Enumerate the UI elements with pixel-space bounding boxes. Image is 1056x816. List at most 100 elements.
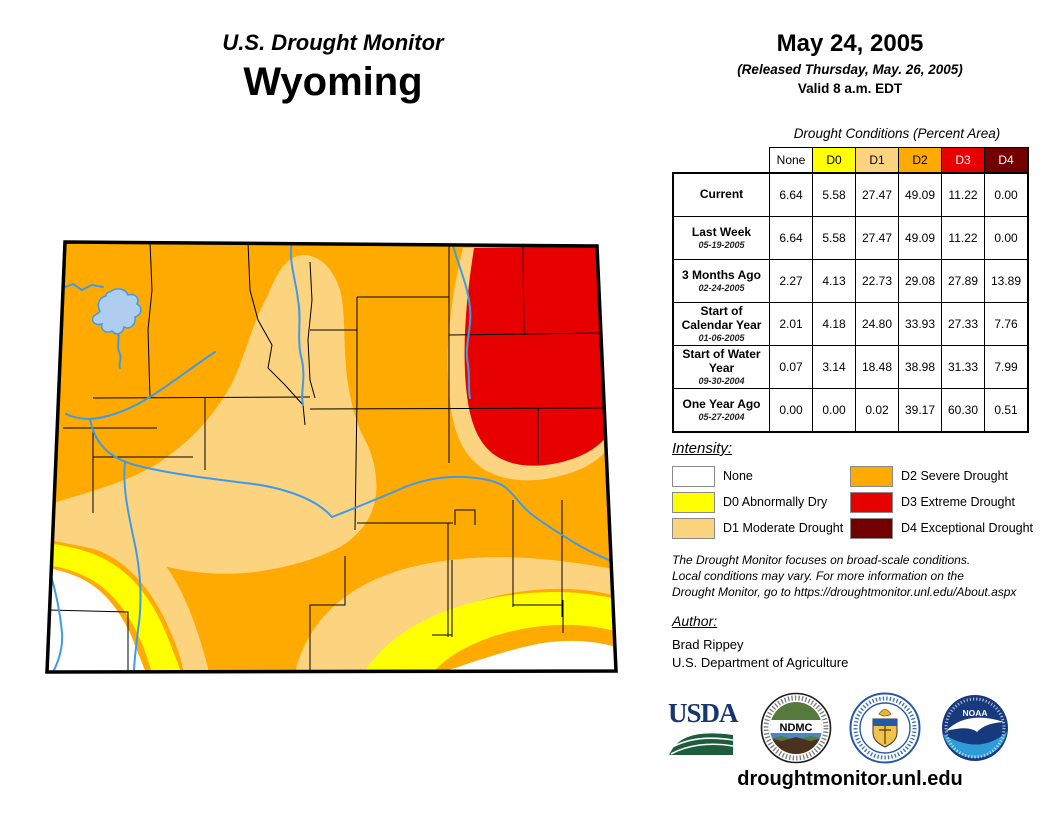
legend-item: D1 Moderate Drought bbox=[672, 517, 844, 539]
state-title: Wyoming bbox=[243, 60, 423, 104]
table-header-row: None D0 D1 D2 D3 D4 bbox=[673, 147, 1029, 174]
commerce-seal bbox=[849, 692, 921, 764]
cell-d2: 39.17 bbox=[898, 388, 942, 433]
table-row: Current 6.64 5.58 27.47 49.09 11.22 0.00 bbox=[672, 172, 1029, 217]
table-row: Start of Calendar Year 01-06-2005 2.01 4.18… bbox=[672, 302, 1029, 346]
map-region-d0-band-southwest bbox=[47, 543, 181, 672]
cell-d4: 13.89 bbox=[984, 259, 1029, 303]
released-date: (Released Thursday, May. 26, 2005) bbox=[737, 62, 963, 77]
row-label: One Year Ago 05-27-2004 bbox=[672, 388, 770, 433]
noaa-logo-text: NOAA bbox=[962, 708, 987, 718]
map-region-d1-band-southeast bbox=[295, 557, 616, 672]
usda-logo: USDA bbox=[668, 698, 739, 760]
usda-field-icon bbox=[668, 733, 734, 755]
disclaimer-line: The Drought Monitor focuses on broad-sca… bbox=[672, 553, 971, 567]
legend-label: D2 Severe Drought bbox=[901, 469, 1009, 483]
legend-item: None bbox=[672, 465, 843, 487]
cell-d4: 0.00 bbox=[984, 172, 1029, 217]
cell-none: 2.01 bbox=[769, 302, 813, 346]
column-header-d1: D1 bbox=[855, 147, 899, 174]
yellowstone-lake bbox=[91, 288, 142, 335]
table-row: 3 Months Ago 02-24-2005 2.27 4.13 22.73 29.08… bbox=[672, 259, 1029, 303]
table-row: Last Week 05-19-2005 6.64 5.58 27.47 49.09 11.… bbox=[672, 216, 1029, 260]
column-header-d2: D2 bbox=[898, 147, 942, 174]
table-corner-cell bbox=[673, 147, 770, 173]
row-label: Start of Calendar Year 01-06-2005 bbox=[672, 302, 770, 346]
report-supertitle: U.S. Drought Monitor bbox=[222, 30, 444, 55]
cell-d2: 49.09 bbox=[898, 172, 942, 217]
ndmc-logo: NDMC bbox=[760, 692, 832, 764]
cell-d4: 0.00 bbox=[984, 216, 1029, 260]
column-header-none: None bbox=[769, 147, 813, 174]
cell-d3: 27.33 bbox=[941, 302, 985, 346]
legend-label: D3 Extreme Drought bbox=[901, 495, 1015, 509]
ndmc-logo-text: NDMC bbox=[780, 722, 813, 734]
column-header-d3: D3 bbox=[941, 147, 985, 174]
row-label: Start of Water Year 09-30-2004 bbox=[672, 345, 770, 389]
cell-d4: 7.99 bbox=[984, 345, 1029, 389]
table-title: Drought Conditions (Percent Area) bbox=[793, 126, 1001, 141]
legend-item: D3 Extreme Drought bbox=[850, 491, 1033, 513]
legend-swatch bbox=[672, 491, 715, 513]
cell-none: 6.64 bbox=[769, 216, 813, 260]
legend-column-left: None D0 Abnormally Dry D1 Moderate Drought bbox=[672, 465, 844, 544]
cell-d2: 33.93 bbox=[898, 302, 942, 346]
cell-d4: 0.51 bbox=[984, 388, 1029, 433]
row-label: 3 Months Ago 02-24-2005 bbox=[672, 259, 770, 303]
legend-swatch bbox=[850, 517, 893, 539]
usda-logo-text: USDA bbox=[668, 698, 739, 728]
disclaimer-line: Local conditions may vary. For more info… bbox=[672, 568, 964, 583]
legend-item: D2 Severe Drought bbox=[850, 465, 1033, 487]
state-border bbox=[45, 240, 618, 674]
legend-swatch bbox=[850, 491, 893, 513]
cell-d1: 0.02 bbox=[855, 388, 899, 433]
legend-title: Intensity: bbox=[672, 440, 733, 457]
cell-d0: 0.00 bbox=[812, 388, 856, 433]
footer-url: droughtmonitor.unl.edu bbox=[737, 768, 963, 790]
noaa-logo: NOAA bbox=[942, 695, 1008, 761]
cell-d0: 4.18 bbox=[812, 302, 856, 346]
row-label: Current bbox=[672, 172, 770, 217]
author-name: Brad Rippey bbox=[672, 637, 744, 652]
rivers bbox=[49, 242, 614, 672]
cell-d2: 29.08 bbox=[898, 259, 942, 303]
cell-d0: 5.58 bbox=[812, 172, 856, 217]
legend-column-right: D2 Severe Drought D3 Extreme Drought D4 Ex… bbox=[850, 465, 1034, 544]
drought-conditions-table: None D0 D1 D2 D3 D4 Current 6.64 5.58 27.47 49.09… bbox=[672, 147, 1029, 433]
cell-none: 6.64 bbox=[769, 172, 813, 217]
disclaimer-text: The Drought Monitor focuses on broad-sca… bbox=[672, 553, 1052, 600]
cell-d3: 11.22 bbox=[941, 216, 985, 260]
legend-swatch bbox=[850, 465, 893, 487]
cell-none: 2.27 bbox=[769, 259, 813, 303]
cell-d1: 22.73 bbox=[855, 259, 899, 303]
cell-d0: 3.14 bbox=[812, 345, 856, 389]
legend-swatch bbox=[672, 517, 715, 539]
legend-label: D1 Moderate Drought bbox=[723, 521, 844, 535]
legend-swatch bbox=[672, 465, 715, 487]
county-boundaries bbox=[47, 242, 611, 672]
legend-label: D0 Abnormally Dry bbox=[723, 495, 828, 509]
cell-d3: 11.22 bbox=[941, 172, 985, 217]
column-header-d0: D0 bbox=[812, 147, 856, 174]
cell-d1: 27.47 bbox=[855, 216, 899, 260]
column-header-d4: D4 bbox=[984, 147, 1029, 174]
map-region-d0-band-southeast bbox=[363, 592, 616, 672]
author-heading: Author: bbox=[672, 613, 718, 629]
map-region-none-southeast bbox=[433, 640, 616, 672]
author-organization: U.S. Department of Agriculture bbox=[672, 655, 849, 670]
map-region-none-southwest bbox=[47, 568, 146, 672]
table-row: Start of Water Year 09-30-2004 0.07 3.14 18.… bbox=[672, 345, 1029, 389]
legend-label: None bbox=[723, 469, 753, 483]
cell-d3: 31.33 bbox=[941, 345, 985, 389]
cell-d1: 24.80 bbox=[855, 302, 899, 346]
map-region-d1-band-southwest bbox=[47, 510, 209, 672]
map-date: May 24, 2005 bbox=[776, 30, 924, 57]
table-row: One Year Ago 05-27-2004 0.00 0.00 0.02 39.17 6… bbox=[672, 388, 1029, 433]
disclaimer-line: Drought Monitor, go to https://droughtmo… bbox=[672, 584, 1017, 599]
table-body: Current 6.64 5.58 27.47 49.09 11.22 0.00 Last W… bbox=[672, 172, 1029, 433]
cell-d1: 18.48 bbox=[855, 345, 899, 389]
cell-d4: 7.76 bbox=[984, 302, 1029, 346]
legend-item: D0 Abnormally Dry bbox=[672, 491, 843, 513]
legend-label: D4 Exceptional Drought bbox=[901, 521, 1034, 535]
